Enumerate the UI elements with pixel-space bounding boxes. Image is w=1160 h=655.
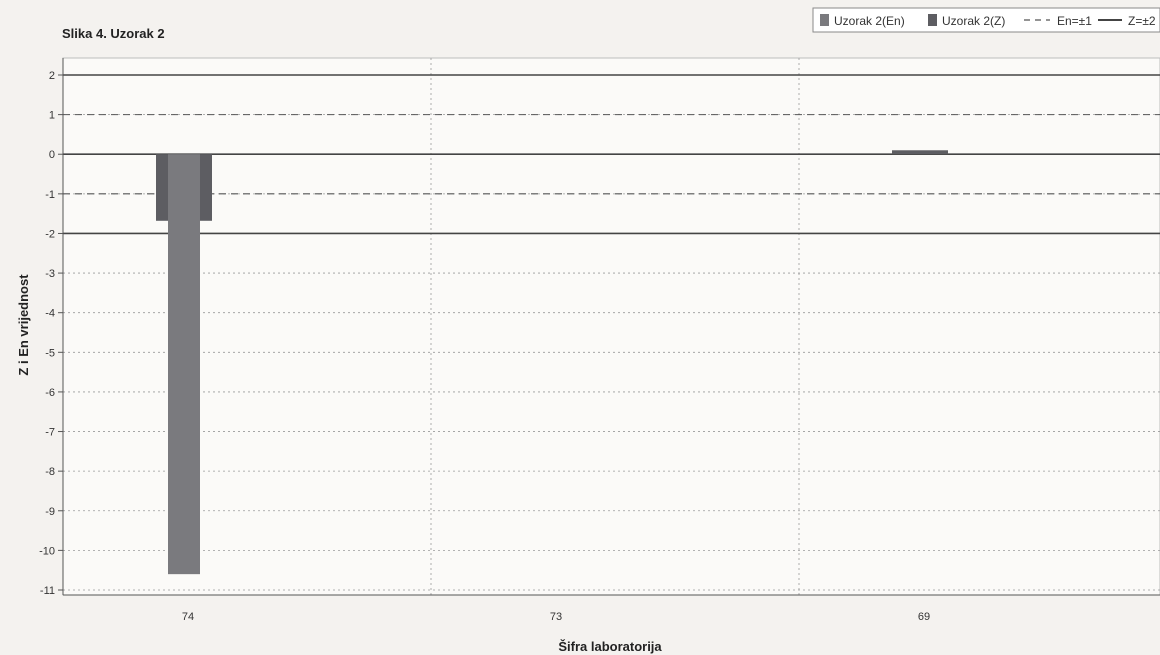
legend-swatch-en	[820, 14, 829, 26]
legend-label-en: Uzorak 2(En)	[834, 14, 905, 28]
bar-en-74	[168, 154, 200, 575]
x-tick-label: 73	[550, 611, 562, 623]
legend-label-z: Uzorak 2(Z)	[942, 14, 1005, 28]
y-tick-label: -1	[45, 189, 55, 201]
y-tick-label: -4	[45, 308, 55, 320]
y-tick-label: -9	[45, 506, 55, 518]
y-tick-label: -2	[45, 228, 55, 240]
y-tick-label: -8	[45, 466, 55, 478]
plot-area	[62, 57, 1160, 596]
legend-swatch-z	[928, 14, 937, 26]
chart-title: Slika 4. Uzorak 2	[62, 26, 165, 41]
x-tick-label: 69	[918, 611, 930, 623]
y-tick-label: -11	[40, 585, 55, 597]
y-tick-label: 2	[49, 70, 55, 82]
y-tick-label: -5	[45, 347, 55, 359]
y-tick-label: -10	[39, 545, 55, 557]
reference-lines	[63, 74, 1160, 235]
y-tick-label: 1	[49, 110, 55, 122]
legend-label-z-limit: Z=±2	[1128, 14, 1156, 28]
axes: 2 1 0 -1 -2 -3 -4 -5 -6 -7 -8 -9 -10 -11 74 73 69	[39, 58, 1160, 623]
bar-z-69	[892, 150, 948, 155]
legend-label-en-limit: En=±1	[1057, 14, 1092, 28]
y-tick-label: 0	[49, 149, 55, 161]
y-tick-label: -3	[45, 268, 55, 280]
y-tick-label: -6	[45, 387, 55, 399]
legend: Uzorak 2(En) Uzorak 2(Z) En=±1 Z=±2	[812, 7, 1160, 33]
x-tick-label: 74	[182, 611, 194, 623]
x-axis-title: Šifra laboratorija	[558, 639, 662, 654]
bars	[156, 150, 948, 575]
y-axis-title: Z i En vrijednost	[16, 274, 31, 376]
y-tick-label: -7	[45, 427, 55, 439]
